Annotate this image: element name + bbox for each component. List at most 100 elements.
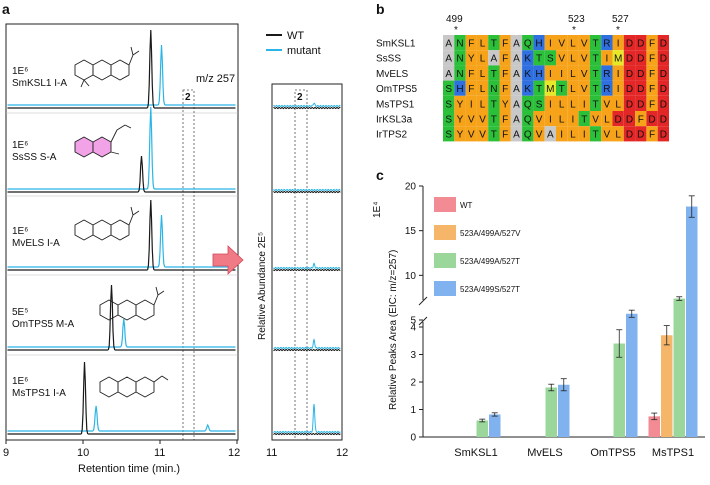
bar	[661, 335, 673, 437]
residue-letter: A	[513, 115, 520, 126]
y-tick-label: 1	[410, 405, 416, 416]
residue-letter: I	[549, 115, 552, 126]
seq-name: MvELS	[376, 69, 409, 80]
residue-cell	[589, 95, 602, 111]
bar	[476, 420, 488, 437]
residue-letter: I	[617, 69, 620, 80]
svg-text:SmKSL1 I-A: SmKSL1 I-A	[12, 78, 67, 89]
zoom-trace-mu-3	[273, 338, 341, 350]
residue-letter: L	[615, 130, 621, 141]
residue-letter: R	[603, 84, 610, 95]
residue-letter: F	[502, 84, 508, 95]
residue-cell	[465, 65, 477, 81]
residue-cell	[601, 111, 613, 127]
residue-cell	[533, 111, 545, 127]
residue-cell	[522, 80, 534, 96]
residue-letter: S	[445, 115, 452, 126]
residue-letter: T	[536, 84, 542, 95]
residue-letter: F	[502, 69, 508, 80]
residue-letter: L	[604, 115, 610, 126]
residue-letter: V	[604, 99, 611, 110]
residue-cell	[578, 95, 590, 111]
axis-break-mark	[418, 296, 428, 306]
residue-letter: A	[491, 54, 498, 65]
residue-cell	[533, 126, 545, 142]
residue-letter: T	[491, 69, 497, 80]
legend-swatch	[434, 225, 456, 240]
residue-cell	[510, 80, 523, 96]
residue-cell	[476, 111, 489, 127]
residue-letter: F	[649, 130, 655, 141]
residue-letter: L	[559, 99, 565, 110]
svg-text:523: 523	[568, 14, 585, 25]
residue-letter: I	[549, 69, 552, 80]
residue-cell	[601, 95, 613, 111]
residue-cell	[476, 126, 489, 142]
x-axis-a: 9 10 11 12 Retention time (min.)	[3, 439, 240, 475]
residue-cell	[533, 35, 545, 51]
residue-letter: T	[491, 39, 497, 50]
residue-letter: L	[570, 99, 576, 110]
residue-cell	[635, 35, 647, 51]
residue-letter: A	[513, 54, 520, 65]
residue-letter: T	[491, 99, 497, 110]
residue-letter: D	[626, 84, 633, 95]
residue-letter: D	[637, 69, 644, 80]
residue-cell	[657, 95, 669, 111]
seq-name: SsSS	[376, 54, 401, 65]
residue-cell	[601, 35, 613, 51]
residue-cell	[499, 80, 511, 96]
residue-letter: K	[524, 84, 531, 95]
svg-text:mutant: mutant	[287, 45, 321, 57]
residue-cell	[533, 95, 545, 111]
residue-letter: D	[660, 54, 667, 65]
y-tick-label: 5	[410, 316, 416, 327]
residue-cell	[454, 65, 466, 81]
residue-letter: D	[660, 130, 667, 141]
residue-cell	[443, 80, 455, 96]
residue-cell	[635, 50, 647, 66]
residue-letter: A	[445, 69, 452, 80]
residue-cell	[476, 50, 489, 66]
svg-text:*: *	[616, 25, 620, 36]
x-axis-zoom: 11 12	[266, 439, 348, 459]
residue-cell	[533, 50, 545, 66]
svg-text:5E⁵: 5E⁵	[12, 307, 28, 318]
residue-cell	[646, 35, 658, 51]
residue-letter: D	[648, 115, 655, 126]
residue-cell	[646, 126, 658, 142]
residue-letter: F	[502, 130, 508, 141]
residue-letter: L	[480, 69, 486, 80]
residue-cell	[567, 111, 579, 127]
trace-wt-0	[7, 29, 236, 109]
residue-letter: I	[583, 130, 586, 141]
category-label: OmTPS5	[590, 447, 635, 459]
residue-cell	[578, 65, 590, 81]
residue-letter: V	[468, 130, 475, 141]
residue-cell	[488, 35, 500, 51]
row-separators	[6, 112, 238, 356]
residue-cell	[454, 80, 466, 96]
y-tick-label: 3	[410, 350, 416, 361]
residue-letter: Y	[457, 115, 464, 126]
residue-cell	[522, 50, 534, 66]
residue-letter: Q	[524, 39, 532, 50]
residue-cell	[443, 65, 455, 81]
residue-cell	[510, 35, 523, 51]
legend-entry: 523A/499S/527T	[460, 285, 520, 294]
y-tick-label: 2	[410, 378, 416, 389]
residue-letter: N	[456, 69, 463, 80]
bar-lower	[673, 318, 685, 437]
residue-letter: A	[513, 39, 520, 50]
residue-letter: S	[445, 130, 452, 141]
zoom-trace-mu-0	[273, 102, 341, 108]
residue-letter: S	[547, 54, 554, 65]
residue-letter: N	[490, 84, 497, 95]
y-axis-title: Relative Peaks Area (EIC: m/z=257)	[388, 250, 399, 410]
residue-cell	[454, 111, 466, 127]
residue-letter: I	[549, 99, 552, 110]
residue-letter: A	[513, 99, 520, 110]
residue-letter: K	[524, 54, 531, 65]
